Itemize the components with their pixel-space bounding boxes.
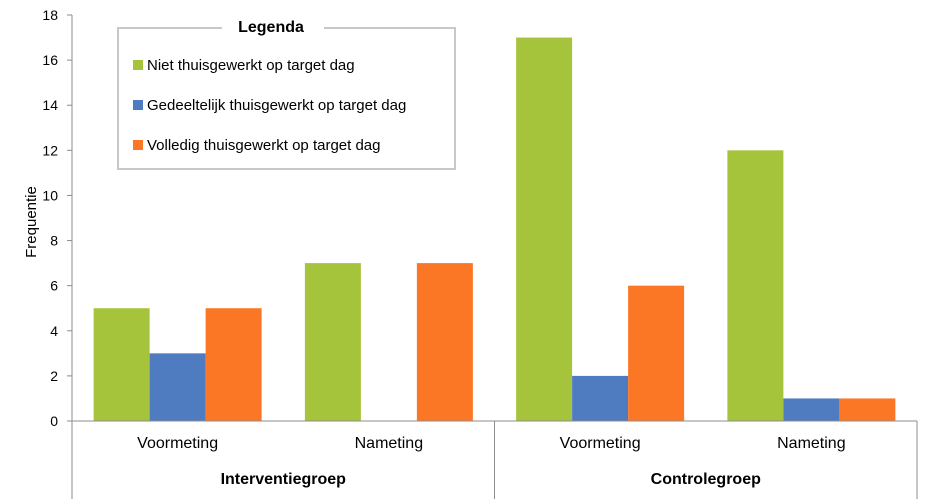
x-tick-label: Voormeting xyxy=(560,435,641,452)
y-tick-label: 6 xyxy=(50,278,58,294)
x-tick-label: Nameting xyxy=(355,435,423,452)
legend-title: Legenda xyxy=(238,19,304,36)
legend-swatch xyxy=(133,60,143,70)
bar xyxy=(727,150,784,422)
y-axis: 0 2 4 6 8 10 12 14 16 18 xyxy=(42,7,73,429)
bar xyxy=(516,37,573,422)
y-axis-label: Frequentie xyxy=(23,186,40,258)
legend-swatch xyxy=(133,100,143,110)
bar xyxy=(416,263,473,421)
bar xyxy=(783,398,840,421)
y-tick-label: 2 xyxy=(50,368,58,384)
legend-title-background xyxy=(222,18,324,38)
bar xyxy=(93,308,150,421)
group-label: Controlegroep xyxy=(651,471,761,488)
legend-box xyxy=(117,27,456,170)
legend-entry-label: Volledig thuisgewerkt op target dag xyxy=(147,137,381,154)
x-tick-label: Nameting xyxy=(777,435,845,452)
x-axis: Voormeting Nameting Voormeting Nameting Inte… xyxy=(71,420,918,499)
x-tick-label: Voormeting xyxy=(137,435,218,452)
bar xyxy=(628,285,685,421)
group-label: Interventiegroep xyxy=(221,471,347,488)
bar xyxy=(572,375,629,421)
y-tick-label: 8 xyxy=(50,233,58,249)
y-tick-label: 0 xyxy=(50,413,58,429)
legend-entry-label: Gedeeltelijk thuisgewerkt op target dag xyxy=(147,97,406,114)
y-tick-label: 10 xyxy=(42,187,58,203)
legend: Legenda Niet thuisgewerkt op target dag Ge… xyxy=(117,18,456,170)
bar xyxy=(304,263,361,421)
bars xyxy=(93,37,896,422)
y-tick-label: 12 xyxy=(42,142,58,158)
y-tick-label: 4 xyxy=(50,323,58,339)
y-tick-label: 14 xyxy=(42,97,58,113)
legend-swatch xyxy=(133,140,143,150)
y-tick-label: 18 xyxy=(42,7,58,23)
bar xyxy=(149,353,206,421)
legend-entry-label: Niet thuisgewerkt op target dag xyxy=(147,57,355,74)
y-tick-label: 16 xyxy=(42,52,58,68)
bar xyxy=(205,308,262,421)
bar xyxy=(839,398,896,421)
